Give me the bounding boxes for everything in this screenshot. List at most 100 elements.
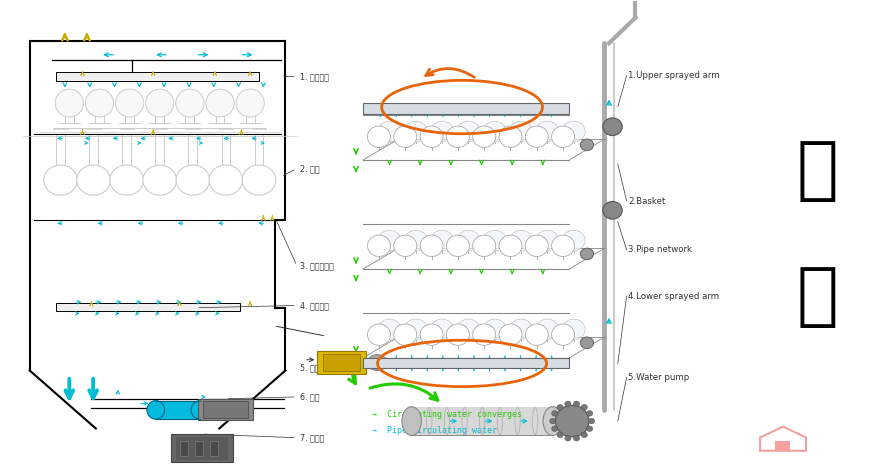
Ellipse shape	[242, 165, 276, 195]
Bar	[363, 358, 569, 368]
Ellipse shape	[146, 89, 173, 117]
Ellipse shape	[581, 337, 594, 348]
Ellipse shape	[236, 89, 265, 117]
Ellipse shape	[394, 235, 417, 256]
Bar	[363, 103, 569, 113]
Ellipse shape	[431, 319, 454, 340]
Ellipse shape	[404, 230, 427, 251]
Ellipse shape	[457, 121, 480, 142]
Ellipse shape	[147, 401, 165, 419]
Ellipse shape	[473, 324, 496, 345]
Bar	[322, 354, 360, 371]
Text: 3. 支架和护码: 3. 支架和护码	[300, 262, 334, 270]
Ellipse shape	[581, 139, 594, 151]
Ellipse shape	[115, 89, 143, 117]
Ellipse shape	[543, 407, 563, 435]
Ellipse shape	[581, 432, 588, 438]
Text: 4. 下喀淋射: 4. 下喀淋射	[300, 301, 328, 310]
Ellipse shape	[77, 165, 111, 195]
Ellipse shape	[603, 118, 622, 135]
Bar	[56, 72, 259, 81]
Ellipse shape	[510, 121, 533, 142]
Ellipse shape	[394, 324, 417, 345]
Ellipse shape	[404, 121, 427, 142]
Ellipse shape	[557, 404, 563, 410]
Ellipse shape	[499, 126, 522, 148]
Ellipse shape	[43, 165, 77, 195]
Ellipse shape	[420, 126, 443, 148]
Bar	[56, 303, 241, 311]
Ellipse shape	[581, 248, 594, 260]
Text: 1.Upper sprayed arm: 1.Upper sprayed arm	[628, 71, 720, 80]
Text: 5. 干燥风机: 5. 干燥风机	[300, 364, 328, 373]
Ellipse shape	[176, 165, 210, 195]
Ellipse shape	[191, 401, 209, 419]
Ellipse shape	[603, 201, 622, 219]
Ellipse shape	[587, 426, 593, 432]
Ellipse shape	[551, 410, 558, 416]
Ellipse shape	[473, 235, 496, 256]
Ellipse shape	[367, 324, 390, 345]
Text: 4.Lower sprayed arm: 4.Lower sprayed arm	[628, 292, 720, 301]
Bar	[176, 437, 227, 459]
Text: 3.Pipe network: 3.Pipe network	[628, 245, 692, 254]
Ellipse shape	[550, 418, 556, 424]
Bar	[180, 441, 189, 456]
Ellipse shape	[526, 235, 549, 256]
Bar	[203, 401, 249, 418]
Ellipse shape	[510, 230, 533, 251]
Ellipse shape	[143, 165, 176, 195]
Ellipse shape	[562, 319, 585, 340]
Bar	[210, 441, 219, 456]
Ellipse shape	[367, 354, 387, 370]
Ellipse shape	[110, 165, 143, 195]
Text: 5.Water pump: 5.Water pump	[628, 373, 689, 382]
Ellipse shape	[402, 407, 421, 435]
Ellipse shape	[573, 435, 580, 441]
Bar	[775, 441, 790, 451]
Ellipse shape	[420, 324, 443, 345]
Ellipse shape	[536, 319, 558, 340]
Ellipse shape	[556, 405, 589, 437]
Ellipse shape	[565, 435, 571, 441]
Ellipse shape	[587, 410, 593, 416]
Text: 理: 理	[796, 262, 838, 330]
Ellipse shape	[85, 89, 113, 117]
Text: 7. 变频器: 7. 变频器	[300, 433, 324, 442]
Ellipse shape	[581, 404, 588, 410]
Ellipse shape	[420, 235, 443, 256]
Ellipse shape	[206, 89, 235, 117]
Ellipse shape	[562, 121, 585, 142]
Ellipse shape	[551, 426, 558, 432]
Text: →  Circulating water converges: → Circulating water converges	[372, 410, 522, 419]
Bar	[198, 399, 253, 420]
Bar	[317, 351, 366, 374]
Ellipse shape	[457, 230, 480, 251]
Text: 1. 上顶淋管: 1. 上顶淋管	[300, 72, 328, 81]
Ellipse shape	[431, 121, 454, 142]
Ellipse shape	[510, 319, 533, 340]
Bar	[195, 441, 204, 456]
Bar	[171, 434, 233, 462]
Ellipse shape	[367, 126, 390, 148]
Ellipse shape	[431, 230, 454, 251]
Ellipse shape	[557, 432, 563, 438]
Ellipse shape	[446, 324, 469, 345]
Ellipse shape	[562, 230, 585, 251]
Bar	[156, 401, 200, 419]
Ellipse shape	[573, 401, 580, 407]
Ellipse shape	[378, 319, 401, 340]
Ellipse shape	[565, 401, 571, 407]
Ellipse shape	[446, 126, 469, 148]
Ellipse shape	[378, 230, 401, 251]
Ellipse shape	[536, 121, 558, 142]
Text: 6. 水泵: 6. 水泵	[300, 392, 319, 402]
Ellipse shape	[551, 126, 574, 148]
Ellipse shape	[483, 230, 506, 251]
Ellipse shape	[499, 235, 522, 256]
Ellipse shape	[367, 235, 390, 256]
Ellipse shape	[176, 89, 204, 117]
Ellipse shape	[473, 126, 496, 148]
Ellipse shape	[404, 319, 427, 340]
Ellipse shape	[55, 89, 83, 117]
